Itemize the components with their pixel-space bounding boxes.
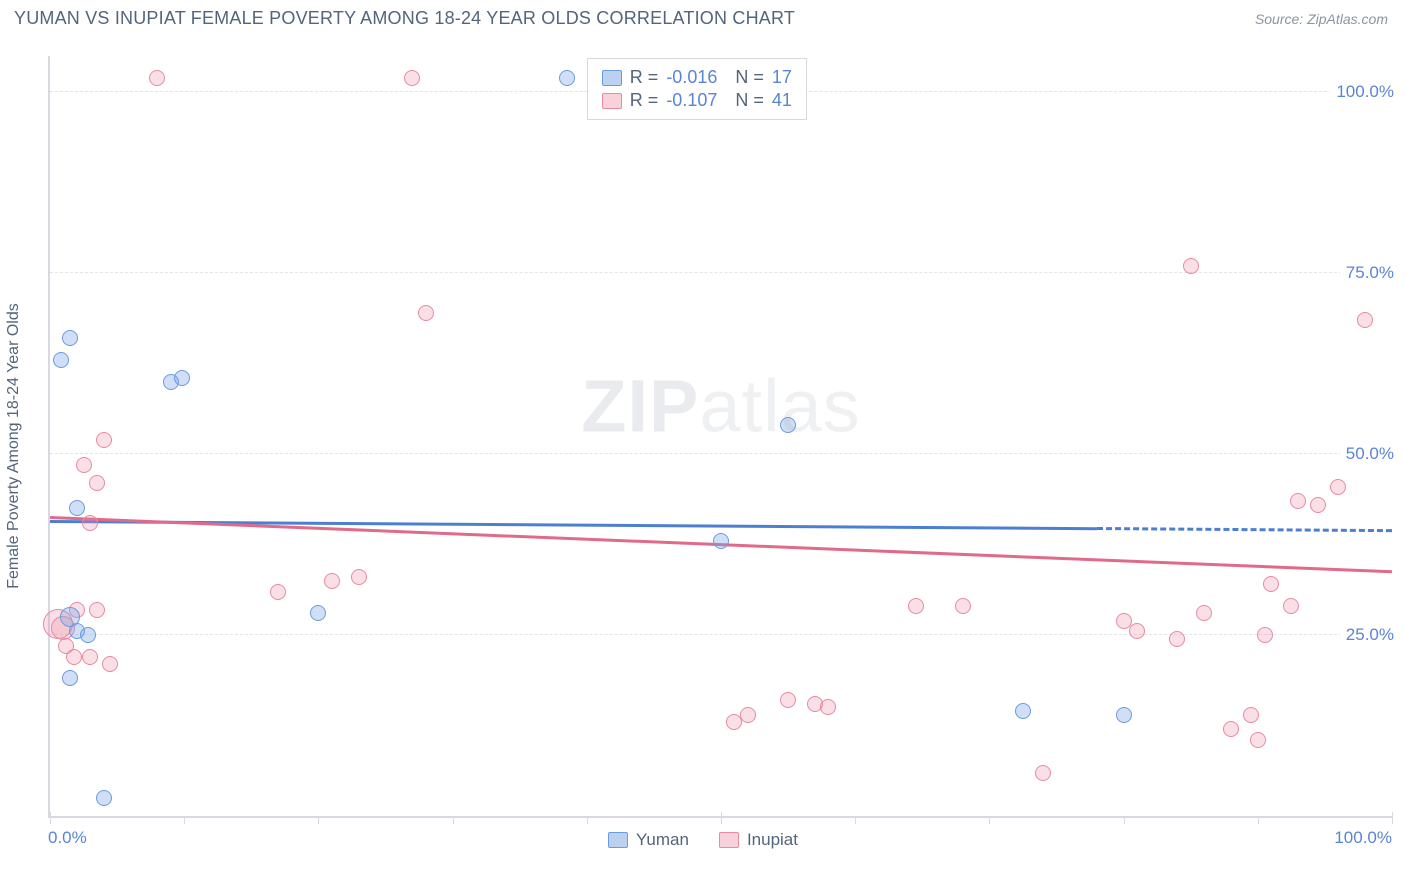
- watermark: ZIPatlas: [581, 363, 860, 448]
- x-tick-mark: [587, 816, 588, 824]
- data-point-inupiat: [1310, 497, 1326, 513]
- data-point-yuman: [53, 352, 69, 368]
- y-tick-label: 50.0%: [1340, 444, 1394, 464]
- data-point-inupiat: [740, 707, 756, 723]
- x-tick-mark: [453, 816, 454, 824]
- r-value-b: -0.107: [666, 90, 717, 111]
- n-value-b: 41: [772, 90, 792, 111]
- y-tick-label: 100.0%: [1330, 82, 1394, 102]
- data-point-yuman: [174, 370, 190, 386]
- data-point-inupiat: [149, 70, 165, 86]
- data-point-inupiat: [404, 70, 420, 86]
- data-point-inupiat: [1223, 721, 1239, 737]
- legend-item-inupiat: Inupiat: [719, 830, 798, 850]
- data-point-yuman: [310, 605, 326, 621]
- swatch-yuman-icon: [608, 832, 628, 848]
- data-point-inupiat: [76, 457, 92, 473]
- data-point-inupiat: [955, 598, 971, 614]
- legend-item-yuman: Yuman: [608, 830, 689, 850]
- correlation-row-b: R = -0.107 N = 41: [602, 90, 792, 111]
- data-point-yuman: [69, 500, 85, 516]
- x-tick-mark: [721, 812, 722, 824]
- n-value-a: 17: [772, 67, 792, 88]
- data-point-inupiat: [96, 432, 112, 448]
- series-legend: Yuman Inupiat: [0, 830, 1406, 850]
- data-point-yuman: [62, 670, 78, 686]
- data-point-inupiat: [1243, 707, 1259, 723]
- data-point-inupiat: [351, 569, 367, 585]
- x-tick-mark: [989, 816, 990, 824]
- data-point-yuman: [62, 330, 78, 346]
- x-tick-mark: [318, 816, 319, 824]
- n-label: N =: [725, 90, 764, 111]
- data-point-yuman: [780, 417, 796, 433]
- legend-label-inupiat: Inupiat: [747, 830, 798, 850]
- y-axis-label: Female Poverty Among 18-24 Year Olds: [5, 303, 23, 589]
- chart-title: YUMAN VS INUPIAT FEMALE POVERTY AMONG 18…: [14, 8, 795, 29]
- data-point-inupiat: [1330, 479, 1346, 495]
- r-label: R =: [630, 67, 659, 88]
- y-tick-label: 75.0%: [1340, 263, 1394, 283]
- r-label: R =: [630, 90, 659, 111]
- data-point-inupiat: [82, 515, 98, 531]
- data-point-yuman: [559, 70, 575, 86]
- data-point-inupiat: [66, 649, 82, 665]
- data-point-inupiat: [1290, 493, 1306, 509]
- swatch-yuman: [602, 70, 622, 86]
- data-point-inupiat: [908, 598, 924, 614]
- gridline: [50, 453, 1392, 454]
- x-tick-mark: [50, 812, 51, 824]
- data-point-inupiat: [820, 699, 836, 715]
- data-point-inupiat: [1196, 605, 1212, 621]
- data-point-yuman: [96, 790, 112, 806]
- data-point-yuman: [713, 533, 729, 549]
- data-point-inupiat: [324, 573, 340, 589]
- correlation-row-a: R = -0.016 N = 17: [602, 67, 792, 88]
- n-label: N =: [725, 67, 764, 88]
- data-point-inupiat: [82, 649, 98, 665]
- data-point-inupiat: [102, 656, 118, 672]
- swatch-inupiat-icon: [719, 832, 739, 848]
- data-point-inupiat: [1183, 258, 1199, 274]
- gridline: [50, 634, 1392, 635]
- data-point-inupiat: [1257, 627, 1273, 643]
- data-point-inupiat: [89, 602, 105, 618]
- plot-area: ZIPatlas R = -0.016 N = 17 R = -0.107 N …: [48, 56, 1392, 818]
- data-point-inupiat: [1250, 732, 1266, 748]
- data-point-yuman: [80, 627, 96, 643]
- data-point-inupiat: [1116, 613, 1132, 629]
- data-point-inupiat: [270, 584, 286, 600]
- data-point-inupiat: [1357, 312, 1373, 328]
- x-tick-mark: [855, 816, 856, 824]
- data-point-inupiat: [1035, 765, 1051, 781]
- r-value-a: -0.016: [666, 67, 717, 88]
- swatch-inupiat: [602, 93, 622, 109]
- data-point-inupiat: [1169, 631, 1185, 647]
- data-point-inupiat: [418, 305, 434, 321]
- trend-line: [1097, 527, 1392, 532]
- data-point-inupiat: [1283, 598, 1299, 614]
- data-point-yuman: [1116, 707, 1132, 723]
- data-point-inupiat: [1129, 623, 1145, 639]
- y-tick-label: 25.0%: [1340, 625, 1394, 645]
- data-point-inupiat: [780, 692, 796, 708]
- x-tick-mark: [1392, 812, 1393, 824]
- data-point-yuman: [1015, 703, 1031, 719]
- data-point-inupiat: [1263, 576, 1279, 592]
- legend-label-yuman: Yuman: [636, 830, 689, 850]
- data-point-inupiat: [89, 475, 105, 491]
- chart-source: Source: ZipAtlas.com: [1255, 11, 1388, 27]
- chart-header: YUMAN VS INUPIAT FEMALE POVERTY AMONG 18…: [0, 0, 1406, 37]
- correlation-legend: R = -0.016 N = 17 R = -0.107 N = 41: [587, 58, 807, 120]
- x-tick-mark: [184, 816, 185, 824]
- x-tick-mark: [1258, 816, 1259, 824]
- x-tick-mark: [1124, 816, 1125, 824]
